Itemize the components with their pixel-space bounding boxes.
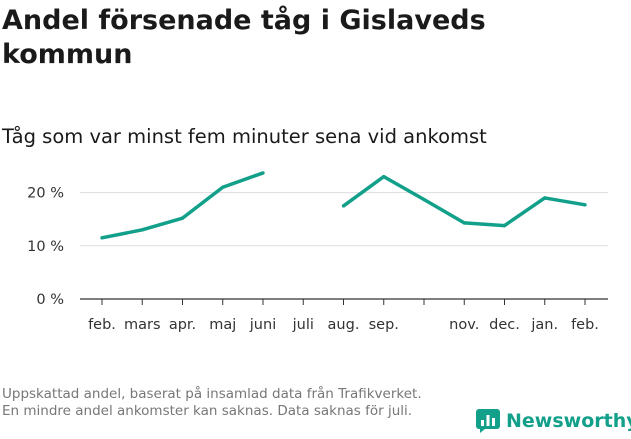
x-tick-label: aug. <box>328 317 360 333</box>
x-tick-label: nov. <box>449 317 479 333</box>
data-point <box>180 216 185 220</box>
line-chart: 0 % 10 % 20 % feb. mars apr. maj juni juli aug. s… <box>27 171 608 333</box>
x-tick-label: juli <box>292 317 314 333</box>
x-tick-label: feb. <box>571 317 599 333</box>
data-point <box>261 171 265 175</box>
series-line <box>342 174 586 228</box>
y-tick-label: 20 % <box>27 186 64 202</box>
x-axis <box>80 298 608 305</box>
x-tick-label: mars <box>124 317 161 333</box>
chart-title: Andel försenade tåg i Gislaveds kommun <box>2 5 486 70</box>
x-tick-label: feb. <box>88 317 116 333</box>
data-point <box>543 196 547 200</box>
newsworthy-logo-icon <box>476 409 500 433</box>
series-delayed-share <box>100 171 587 240</box>
x-tick-labels: feb. mars apr. maj juni juli aug. sep. nov. dec. j… <box>88 317 599 333</box>
chart-subtitle: Tåg som var minst fem minuter sena vid a… <box>2 125 487 148</box>
x-tick-label: maj <box>209 317 236 333</box>
data-point <box>583 203 587 207</box>
data-point <box>221 185 225 189</box>
brand-name: Newsworthy <box>506 410 631 432</box>
x-tick-label: juni <box>249 317 276 333</box>
brand-logo: Newsworthy <box>476 409 631 433</box>
data-point <box>341 204 346 208</box>
y-tick-label: 10 % <box>27 239 64 255</box>
y-tick-label: 0 % <box>36 292 64 308</box>
x-tick-label: apr. <box>169 317 196 333</box>
x-tick-label: sep. <box>369 317 399 333</box>
x-tick-label: dec. <box>489 317 520 333</box>
data-point <box>382 174 386 179</box>
data-point <box>462 221 466 225</box>
data-point <box>422 197 426 202</box>
data-point <box>100 236 104 240</box>
series-line <box>101 171 264 240</box>
y-axis: 0 % 10 % 20 % <box>27 186 64 308</box>
grid-lines <box>80 192 608 247</box>
data-point <box>140 228 144 232</box>
x-tick-label: jan. <box>530 317 558 333</box>
data-point <box>502 223 507 228</box>
footnote: Uppskattad andel, baserat på insamlad da… <box>2 386 422 419</box>
